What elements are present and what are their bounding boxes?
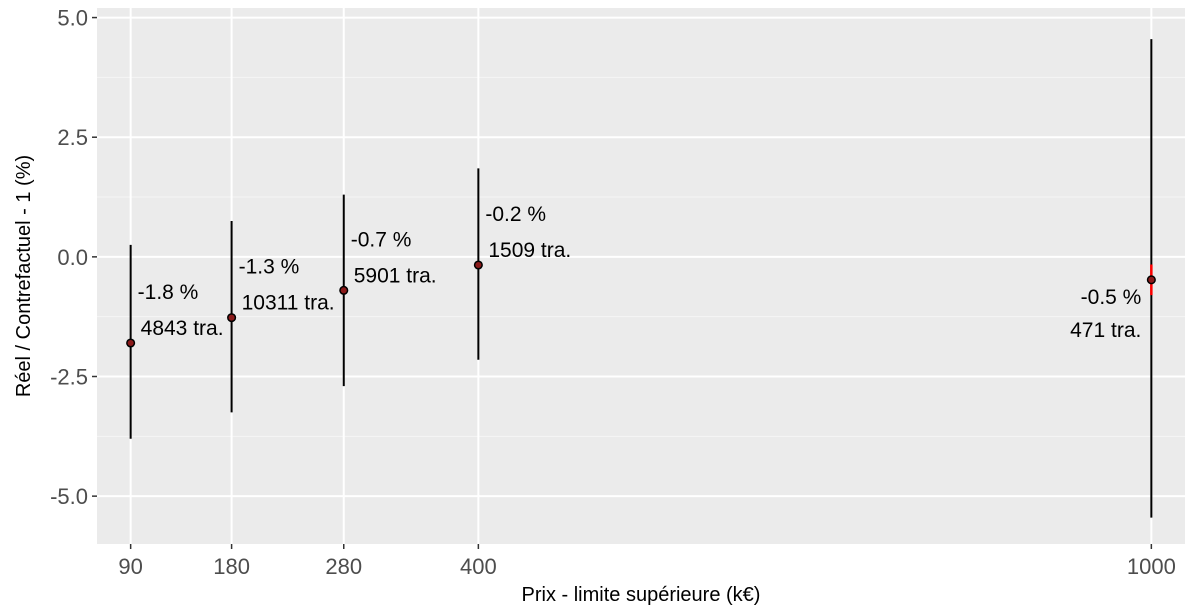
y-tick-label: 0.0 [57,245,88,270]
y-axis-ticks: 5.0 2.5 0.0 -2.5 -5.0 [50,6,97,509]
count-label: 4843 tra. [141,317,224,340]
pct-label: -1.8 % [138,281,199,304]
plot-panel [97,8,1185,544]
data-point [473,260,483,270]
minor-gridlines [97,76,1185,437]
data-point [339,285,349,295]
data-labels: -1.8 % 4843 tra. -1.3 % 10311 tra. -0.7 % 590… [138,203,1142,342]
count-label: 10311 tra. [242,292,335,315]
pct-label: -1.3 % [239,256,300,279]
x-axis-ticks: 90 180 280 400 1000 [118,544,1176,579]
x-tick-label: 180 [213,554,250,579]
pct-label: -0.5 % [1081,286,1142,309]
y-tick-label: -2.5 [50,365,88,390]
y-tick-label: 5.0 [57,6,88,31]
count-label: 1509 tra. [488,239,571,262]
x-tick-label: 400 [460,554,497,579]
y-tick-label: -5.0 [50,484,88,509]
pct-label: -0.2 % [485,203,546,226]
count-label: 5901 tra. [354,264,437,287]
data-points [126,260,1156,348]
x-axis-title: Prix - limite supérieure (k€) [522,584,761,606]
pct-label: -0.7 % [351,228,412,251]
y-tick-label: 2.5 [57,125,88,150]
x-tick-label: 1000 [1127,554,1176,579]
data-point [126,338,136,348]
x-tick-label: 90 [118,554,142,579]
data-point [227,313,237,323]
count-label: 471 tra. [1070,319,1141,342]
y-axis-title: Réel / Contrefactuel - 1 (%) [13,155,35,397]
x-tick-label: 280 [325,554,362,579]
data-point [1146,275,1156,285]
